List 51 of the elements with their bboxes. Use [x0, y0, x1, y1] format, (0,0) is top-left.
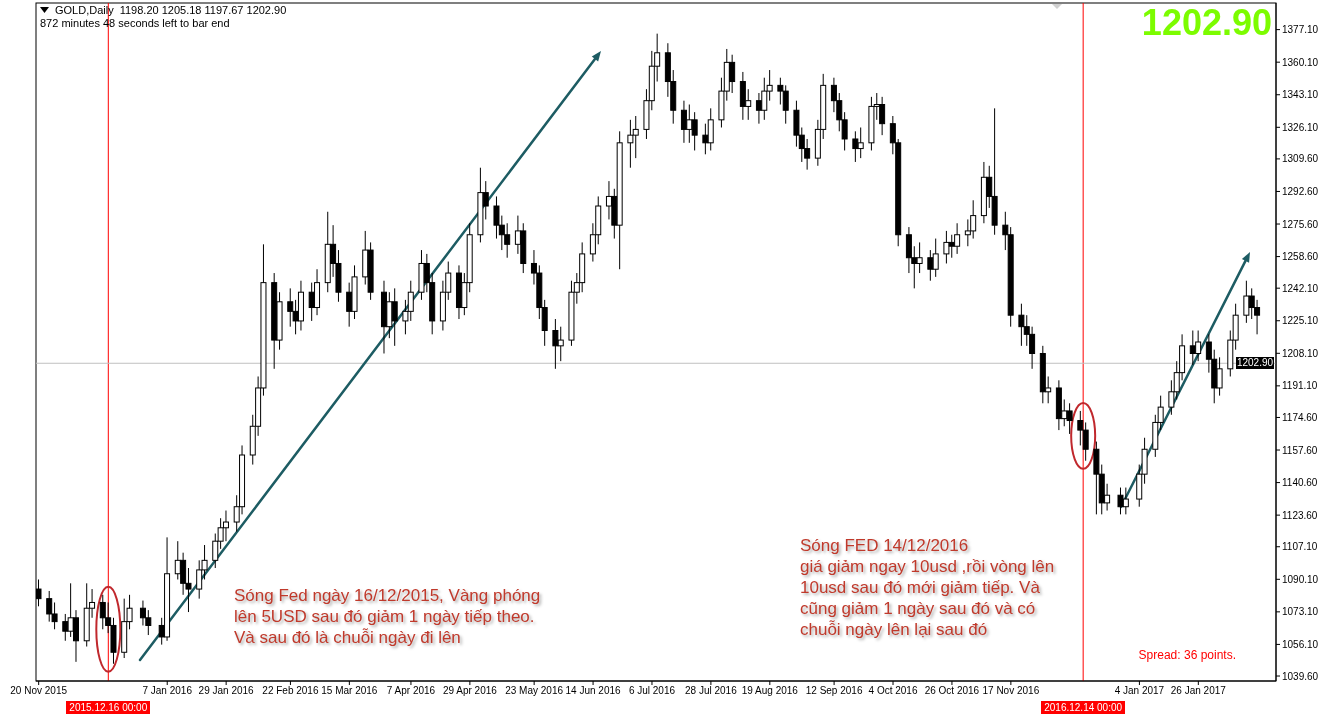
x-tick-label: 7 Apr 2016 [386, 685, 436, 697]
x-tick-label: 14 Jun 2016 [565, 685, 622, 697]
candlestick [36, 578, 42, 607]
x-tick-label: 7 Jan 2016 [142, 685, 193, 697]
annotation: Sóng FED 14/12/2016 giá giảm ngay 10usd ,rồi vòng lên 10usd sau đó mới giảm tiếp. Và cũng giảm 1 ngày sau đó và có chuỗi ngày lên lại sau đó [800, 535, 1055, 640]
y-tick-label: 1123.60 [1282, 509, 1318, 521]
ref-line-label: 2016.12.14 00:00 [1041, 701, 1126, 714]
ref-line-label: 2015.12.16 00:00 [66, 701, 151, 714]
annotation: Spread: 36 points. [1138, 648, 1236, 662]
y-tick-label: 1208.10 [1282, 347, 1319, 359]
y-tick-label: 1056.10 [1282, 638, 1319, 650]
x-tick-label: 15 Mar 2016 [321, 685, 378, 697]
x-tick-label: 4 Jan 2017 [1114, 685, 1165, 697]
y-tick-label: 1090.10 [1282, 573, 1319, 585]
y-tick-label: 1275.60 [1282, 218, 1319, 230]
y-tick-label: 1343.10 [1282, 89, 1319, 101]
y-tick-label: 1326.10 [1282, 121, 1319, 133]
annotation: 1202.90 [1141, 2, 1272, 44]
x-tick-label: 26 Jan 2017 [1170, 685, 1227, 697]
x-tick-label: 12 Sep 2016 [805, 685, 863, 697]
x-tick-label: 28 Jul 2016 [685, 685, 738, 697]
y-tick-label: 1073.10 [1282, 606, 1319, 618]
y-tick-label: 1292.60 [1282, 186, 1319, 198]
x-tick-label: 26 Oct 2016 [924, 685, 980, 697]
x-tick-label: 20 Nov 2015 [10, 685, 68, 697]
y-tick-label: 1309.60 [1282, 153, 1319, 165]
x-tick-label: 29 Apr 2016 [442, 685, 498, 697]
y-tick-label: 1242.10 [1282, 282, 1319, 294]
y-tick-label: 1377.10 [1282, 24, 1319, 36]
y-tick-label: 1174.60 [1282, 412, 1318, 424]
annotation: Sóng Fed ngày 16/12/2015, Vàng phóng lên 5USD sau đó giảm 1 ngày tiếp theo. Và sau đó là chuỗi ngày đi lên [234, 585, 541, 648]
x-tick-label: 29 Jan 2016 [198, 685, 255, 697]
y-tick-label: 1039.60 [1282, 670, 1319, 682]
candlestick [287, 287, 294, 328]
y-tick-label: 1191.10 [1282, 380, 1318, 392]
y-tick-label: 1360.10 [1282, 56, 1319, 68]
x-tick-label: 17 Nov 2016 [982, 685, 1040, 697]
x-tick-label: 19 Aug 2016 [741, 685, 799, 697]
x-tick-label: 23 May 2016 [505, 685, 564, 697]
y-tick-label: 1140.60 [1282, 477, 1318, 489]
y-tick-label: 1107.10 [1282, 541, 1318, 553]
x-tick-label: 6 Jul 2016 [628, 685, 676, 697]
y-tick-label: 1225.10 [1282, 315, 1319, 327]
x-tick-label: 22 Feb 2016 [262, 685, 319, 697]
candlestick [905, 226, 912, 274]
y-tick-label: 1157.60 [1282, 444, 1318, 456]
y-tick-label: 1258.60 [1282, 251, 1319, 263]
chart-subtitle: 1198.20 1205.18 1197.67 1202.90 [119, 4, 287, 16]
ref-line-label: 1202.90 [1236, 357, 1274, 370]
candlestick [943, 230, 950, 264]
x-tick-label: 4 Oct 2016 [868, 685, 918, 697]
